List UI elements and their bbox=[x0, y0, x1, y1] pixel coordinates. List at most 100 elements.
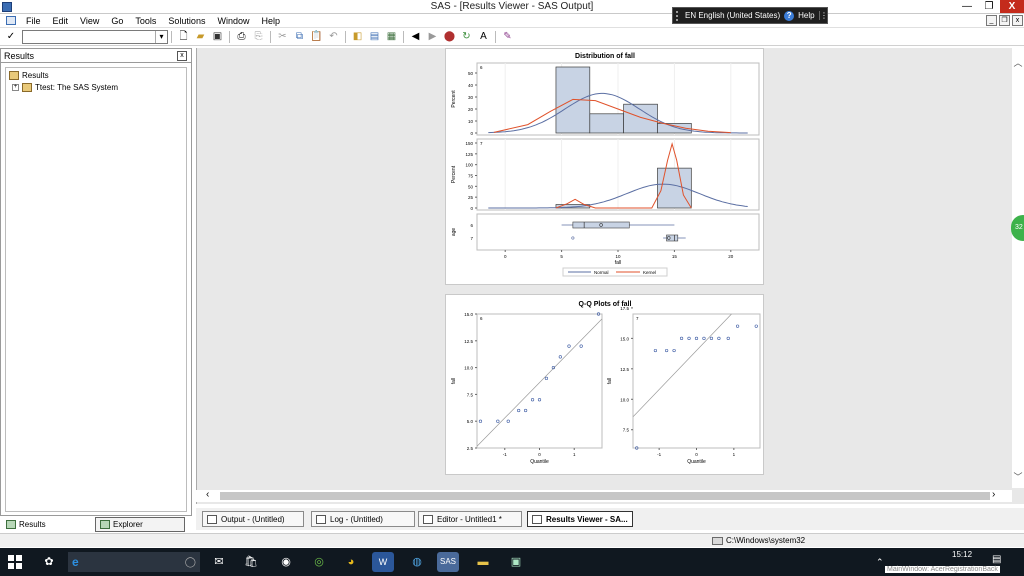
qq-point bbox=[579, 344, 583, 348]
undo-icon[interactable]: ↶ bbox=[329, 31, 338, 42]
refresh-icon[interactable]: ↻ bbox=[462, 31, 471, 42]
menu-solutions[interactable]: Solutions bbox=[168, 15, 206, 26]
current-folder[interactable]: C:\Windows\system32 bbox=[712, 536, 805, 545]
menu-help[interactable]: Help bbox=[261, 15, 280, 26]
document-icon[interactable] bbox=[6, 16, 16, 25]
sas-app-icon[interactable] bbox=[2, 2, 12, 12]
cortana-icon[interactable]: ◉ bbox=[281, 556, 291, 568]
stop-icon[interactable]: ⬤ bbox=[443, 31, 456, 42]
clock[interactable]: 15:12 bbox=[952, 550, 973, 559]
help-icon[interactable]: ? bbox=[784, 10, 795, 21]
tab-label: Results bbox=[19, 520, 46, 529]
new-library-icon[interactable]: ◧ bbox=[352, 31, 363, 42]
chevron-down-icon[interactable]: ▾ bbox=[155, 30, 167, 43]
help-book-icon[interactable]: ✎ bbox=[503, 31, 512, 42]
file-explorer-icon[interactable]: ▬ bbox=[477, 556, 489, 568]
x-axis-label: Quantile bbox=[530, 459, 549, 465]
tree-item-results[interactable]: Results bbox=[9, 71, 49, 80]
close-button[interactable]: X bbox=[1000, 0, 1024, 13]
vertical-scrollbar[interactable]: ︿ ﹀ bbox=[1012, 48, 1024, 488]
expand-icon[interactable]: + bbox=[12, 84, 19, 91]
copy-icon[interactable]: ⧉ bbox=[295, 31, 304, 42]
tab-explorer[interactable]: Explorer bbox=[95, 517, 185, 532]
qq-point bbox=[754, 324, 758, 328]
scroll-right-icon[interactable]: › bbox=[992, 489, 996, 500]
task-view-icon[interactable]: ✿ bbox=[44, 556, 54, 568]
maximize-button[interactable]: ❐ bbox=[984, 1, 994, 12]
y-tick-label: 50 bbox=[468, 71, 474, 76]
cut-icon[interactable]: ✂ bbox=[278, 31, 287, 42]
scroll-down-icon[interactable]: ﹀ bbox=[1013, 472, 1023, 482]
chart-title: Distribution of fall bbox=[575, 53, 635, 60]
menu-go[interactable]: Go bbox=[111, 15, 124, 26]
forward-arrow-icon[interactable]: ▶ bbox=[428, 31, 437, 42]
tab-log[interactable]: Log - (Untitled) bbox=[311, 511, 415, 527]
grip-icon[interactable] bbox=[676, 10, 681, 21]
horizontal-scroll-thumb[interactable] bbox=[220, 492, 990, 500]
open-folder-icon[interactable]: ▰ bbox=[196, 31, 205, 42]
tab-editor[interactable]: Editor - Untitled1 * bbox=[418, 511, 522, 527]
taskbar-search[interactable]: e ◯ bbox=[68, 552, 200, 572]
child-close-button[interactable]: x bbox=[1012, 15, 1023, 26]
child-minimize-button[interactable]: _ bbox=[986, 15, 997, 26]
print-preview-icon[interactable]: ⎘ bbox=[254, 31, 263, 42]
scroll-left-icon[interactable]: ‹ bbox=[206, 489, 210, 500]
menu-tools[interactable]: Tools bbox=[135, 15, 157, 26]
results-pane: Results x Results + Ttest: The SAS Syste… bbox=[0, 48, 192, 516]
help-label[interactable]: Help bbox=[798, 11, 815, 20]
panel-label: 6 bbox=[480, 65, 483, 70]
options-icon[interactable]: ⋮ bbox=[819, 11, 828, 20]
explorer-icon[interactable]: ▤ bbox=[369, 31, 380, 42]
store-icon[interactable]: 🛍 bbox=[244, 556, 258, 568]
close-pane-button[interactable]: x bbox=[177, 51, 187, 61]
tab-results-viewer[interactable]: Results Viewer - SA... bbox=[527, 511, 633, 527]
back-arrow-icon[interactable]: ◀ bbox=[411, 31, 420, 42]
menu-window[interactable]: Window bbox=[217, 15, 250, 26]
distribution-chart-panel: Distribution of fall 0 10 20 30 40 50 6 Percent 0… bbox=[445, 48, 764, 285]
new-file-icon[interactable]: 🗋 bbox=[179, 31, 188, 42]
scroll-up-icon[interactable]: ︿ bbox=[1013, 58, 1023, 68]
browser-360-icon[interactable]: ◎ bbox=[314, 556, 324, 568]
y-tick-label: 75 bbox=[468, 174, 474, 179]
action-center-icon[interactable]: ▤ bbox=[992, 554, 1002, 565]
menu-edit[interactable]: Edit bbox=[52, 15, 69, 26]
language-indicator[interactable]: EN English (United States) bbox=[685, 11, 781, 20]
save-icon[interactable]: ▣ bbox=[212, 31, 223, 42]
tab-results[interactable]: Results bbox=[2, 517, 90, 532]
submit-command-button[interactable]: ✓ bbox=[6, 31, 16, 42]
window-app-icon[interactable]: ▣ bbox=[510, 556, 522, 568]
chrome-icon[interactable]: ◕ bbox=[347, 556, 355, 568]
minimize-button[interactable]: — bbox=[962, 1, 972, 12]
boxplot-box bbox=[572, 221, 630, 229]
app-icon[interactable]: ◍ bbox=[412, 556, 422, 568]
qq-point bbox=[694, 336, 699, 340]
menu-file[interactable]: File bbox=[26, 15, 41, 26]
sas-taskbar-icon[interactable]: SAS bbox=[437, 552, 459, 572]
print-icon[interactable]: ⎙ bbox=[237, 31, 246, 42]
mail-icon[interactable]: ✉ bbox=[214, 556, 224, 568]
legend-box bbox=[562, 267, 668, 277]
legend-normal-label: Normal bbox=[594, 270, 609, 275]
y-tick-label: 100 bbox=[465, 163, 473, 168]
y-tick-label: 30 bbox=[468, 95, 474, 100]
command-box[interactable]: ▾ bbox=[22, 29, 168, 44]
font-icon[interactable]: A bbox=[480, 31, 487, 42]
tray-chevron-icon[interactable]: ⌃ bbox=[876, 557, 884, 567]
boxplot-group-label: 7 bbox=[470, 236, 473, 241]
child-restore-button[interactable]: ❐ bbox=[999, 15, 1010, 26]
menu-view[interactable]: View bbox=[80, 15, 100, 26]
qq-point bbox=[653, 348, 658, 353]
word-icon[interactable]: W bbox=[372, 552, 394, 572]
title-bar: SAS - [Results Viewer - SAS Output] — ❐ … bbox=[0, 0, 1024, 14]
tree-item-ttest[interactable]: + Ttest: The SAS System bbox=[12, 83, 118, 92]
results-icon[interactable]: ▦ bbox=[386, 31, 397, 42]
results-icon bbox=[6, 520, 16, 529]
procedure-folder-icon bbox=[22, 83, 32, 92]
tab-output[interactable]: Output - (Untitled) bbox=[202, 511, 304, 527]
paste-icon[interactable]: 📋 bbox=[310, 31, 323, 42]
notification-bubble[interactable]: 32 bbox=[1011, 215, 1024, 241]
tab-label: Explorer bbox=[113, 520, 143, 529]
toolbar: ✓ ▾ 🗋 ▰ ▣ ⎙ ⎘ ✂ ⧉ 📋 ↶ ◧ ▤ ▦ ◀ ▶ ⬤ ↻ A ✎ bbox=[0, 28, 1024, 46]
windows-start-icon[interactable] bbox=[8, 555, 22, 569]
y-tick-label: 10.0 bbox=[620, 397, 629, 402]
